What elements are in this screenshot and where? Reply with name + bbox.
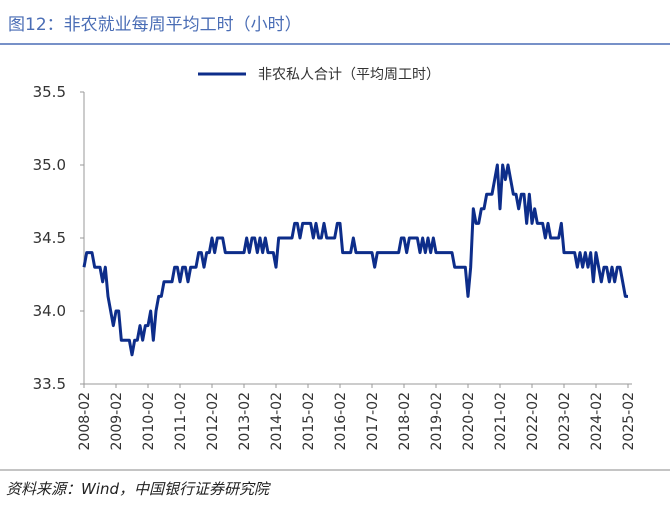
x-tick-label: 2012-02 xyxy=(205,392,221,451)
x-tick-label: 2023-02 xyxy=(557,392,573,451)
y-tick-label: 35.0 xyxy=(33,156,66,174)
x-tick-label: 2024-02 xyxy=(589,392,605,451)
x-tick-label: 2020-02 xyxy=(461,392,477,451)
x-tick-label: 2019-02 xyxy=(429,392,445,451)
x-tick-label: 2009-02 xyxy=(109,392,125,451)
y-tick-label: 35.5 xyxy=(33,83,66,101)
x-tick-label: 2025-02 xyxy=(621,392,637,451)
x-tick-label: 2017-02 xyxy=(365,392,381,451)
x-tick-label: 2021-02 xyxy=(493,392,509,451)
chart-title: 图12：非农就业每周平均工时（小时） xyxy=(8,15,302,35)
x-tick-label: 2011-02 xyxy=(173,392,189,451)
x-tick-label: 2010-02 xyxy=(141,392,157,451)
x-tick-label: 2015-02 xyxy=(301,392,317,451)
y-tick-label: 33.5 xyxy=(33,375,66,393)
legend-label: 非农私人合计（平均周工时） xyxy=(258,67,440,83)
x-tick-label: 2014-02 xyxy=(269,392,285,451)
x-tick-label: 2022-02 xyxy=(525,392,541,451)
x-tick-label: 2016-02 xyxy=(333,392,349,451)
line-series xyxy=(82,163,628,357)
y-tick-label: 34.5 xyxy=(33,229,66,247)
x-tick-label: 2008-02 xyxy=(77,392,93,451)
source: 资料来源：Wind，中国银行证券研究院 xyxy=(6,480,271,498)
x-tick-label: 2018-02 xyxy=(397,392,413,451)
x-tick-label: 2013-02 xyxy=(237,392,253,451)
y-tick-label: 34.0 xyxy=(33,302,66,320)
